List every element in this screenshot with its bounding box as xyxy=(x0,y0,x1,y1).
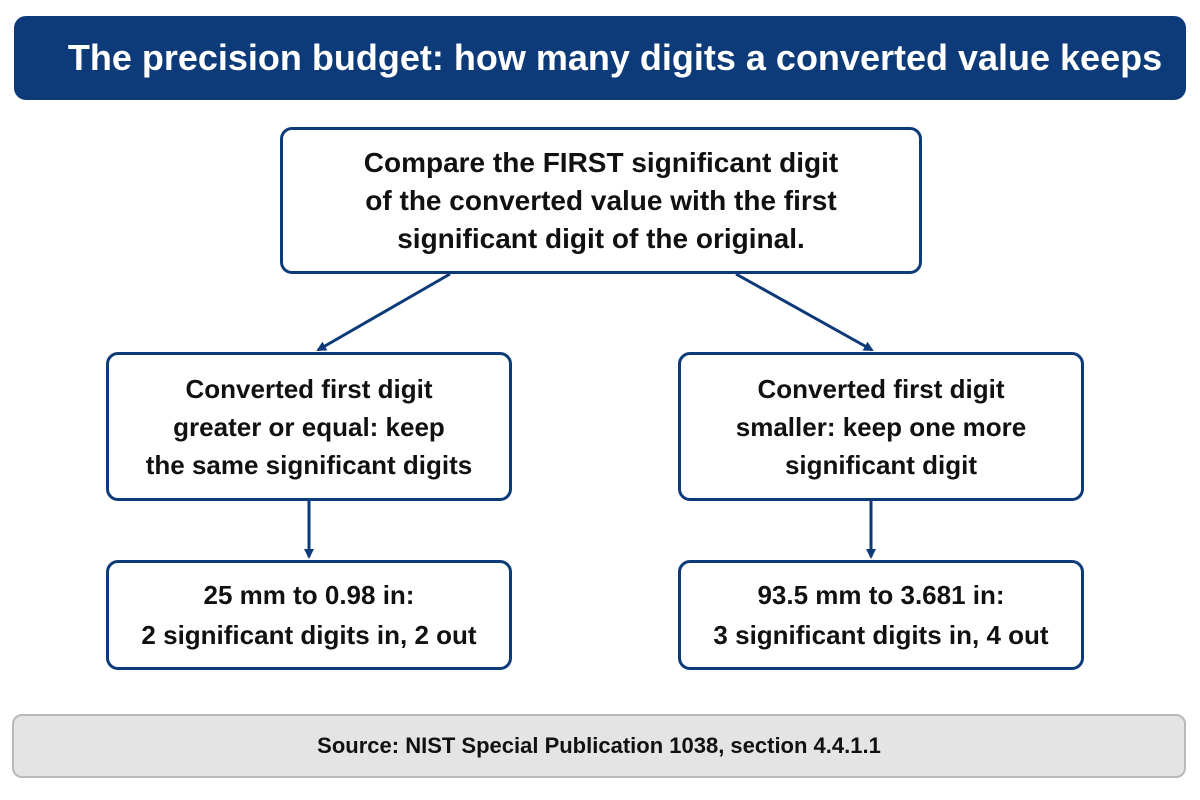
example-box-left: 25 mm to 0.98 in: 2 significant digits i… xyxy=(106,560,512,670)
rule-text-greater-or-equal: Converted first digit greater or equal: … xyxy=(145,373,473,480)
question-text: Compare the FIRST significant digit of t… xyxy=(363,146,839,254)
arrow-to-right-rule xyxy=(735,272,874,352)
source-text: Source: NIST Special Publication 1038, s… xyxy=(317,733,881,758)
rule-box-greater-or-equal: Converted first digit greater or equal: … xyxy=(106,352,512,501)
rule-box-smaller: Converted first digit smaller: keep one … xyxy=(678,352,1084,501)
example-box-right: 93.5 mm to 3.681 in: 3 significant digit… xyxy=(678,560,1084,670)
example-text-right: 93.5 mm to 3.681 in: 3 significant digit… xyxy=(713,580,1049,650)
rule-text-smaller: Converted first digit smaller: keep one … xyxy=(735,373,1027,480)
arrow-to-left-rule xyxy=(316,272,451,352)
source-footer: Source: NIST Special Publication 1038, s… xyxy=(12,714,1186,778)
example-text-left: 25 mm to 0.98 in: 2 significant digits i… xyxy=(141,580,477,650)
page-title: The precision budget: how many digits a … xyxy=(67,37,1163,78)
question-box: Compare the FIRST significant digit of t… xyxy=(280,127,922,274)
title-banner: The precision budget: how many digits a … xyxy=(14,16,1186,100)
